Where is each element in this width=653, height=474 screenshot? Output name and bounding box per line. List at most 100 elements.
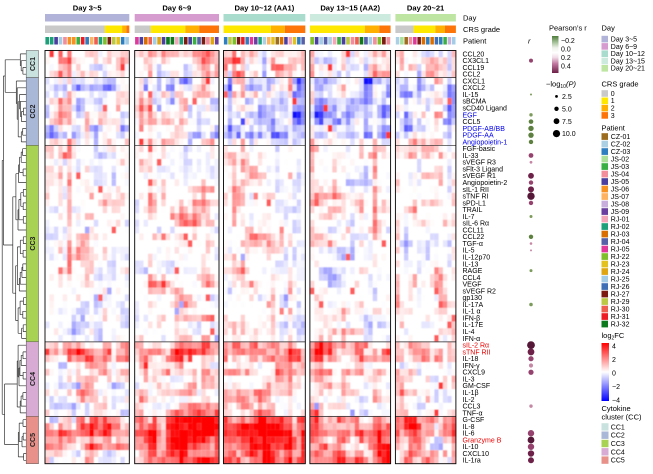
svg-text:−0.2: −0.2 — [561, 38, 575, 45]
svg-text:CCL11: CCL11 — [463, 227, 484, 234]
svg-text:RJ-04: RJ-04 — [611, 239, 630, 246]
svg-text:IL-17E: IL-17E — [463, 322, 484, 329]
svg-text:CC2: CC2 — [611, 433, 625, 440]
svg-text:sVEGF R2: sVEGF R2 — [463, 288, 497, 295]
svg-text:IFN-γ: IFN-γ — [463, 363, 481, 370]
svg-text:10.0: 10.0 — [562, 131, 576, 138]
svg-text:Patient: Patient — [463, 37, 487, 46]
svg-text:IL-1 α: IL-1 α — [463, 309, 481, 316]
svg-text:RJ-25: RJ-25 — [611, 277, 630, 284]
svg-text:sCD40 Ligand: sCD40 Ligand — [463, 105, 507, 112]
svg-text:sVEGF R1: sVEGF R1 — [463, 173, 497, 180]
svg-text:Angiopoietin-2: Angiopoietin-2 — [463, 180, 508, 187]
svg-text:Patient: Patient — [602, 124, 626, 133]
svg-text:JS-03: JS-03 — [611, 164, 629, 171]
svg-text:CC2: CC2 — [30, 104, 37, 118]
svg-text:IFN-β: IFN-β — [463, 315, 481, 322]
svg-text:PDGF-AB/BB: PDGF-AB/BB — [463, 126, 506, 133]
svg-text:CXCL10: CXCL10 — [463, 451, 490, 458]
svg-text:JS-05: JS-05 — [611, 179, 629, 186]
svg-text:CC5: CC5 — [611, 458, 625, 465]
svg-text:G-CSF: G-CSF — [463, 417, 485, 424]
svg-text:TNF-α: TNF-α — [463, 410, 483, 417]
svg-text:CZ-03: CZ-03 — [611, 149, 631, 156]
svg-text:Day 10~12 (AA1): Day 10~12 (AA1) — [235, 4, 295, 13]
svg-text:sIL-2 Rα: sIL-2 Rα — [463, 343, 490, 350]
svg-text:CX3CL1: CX3CL1 — [463, 58, 490, 65]
svg-text:Angiopoietin-1: Angiopoietin-1 — [463, 139, 508, 146]
svg-text:3: 3 — [611, 113, 615, 120]
svg-text:CCL4: CCL4 — [463, 275, 481, 282]
svg-text:RJ-03: RJ-03 — [611, 232, 630, 239]
svg-text:JS-06: JS-06 — [611, 187, 629, 194]
svg-text:IL-2: IL-2 — [463, 397, 475, 404]
svg-text:FGF-basic: FGF-basic — [463, 146, 496, 153]
svg-text:JS-02: JS-02 — [611, 157, 629, 164]
svg-text:CC3: CC3 — [611, 441, 625, 448]
svg-text:Day: Day — [602, 24, 616, 33]
svg-text:0: 0 — [612, 371, 616, 378]
svg-text:IL-13: IL-13 — [463, 261, 479, 268]
svg-text:IL-8: IL-8 — [463, 424, 475, 431]
svg-text:VEGF: VEGF — [463, 282, 482, 289]
svg-text:GM-CSF: GM-CSF — [463, 383, 491, 390]
svg-text:EGF: EGF — [463, 112, 477, 119]
svg-text:IL-4: IL-4 — [463, 329, 475, 336]
svg-text:Day 13~15: Day 13~15 — [611, 58, 645, 65]
svg-text:1: 1 — [611, 98, 615, 105]
svg-text:TGF-α: TGF-α — [463, 241, 483, 248]
svg-text:log2FC: log2FC — [602, 331, 625, 342]
svg-text:sPD-L1: sPD-L1 — [463, 200, 486, 207]
svg-text:IL-33: IL-33 — [463, 153, 479, 160]
svg-text:−log10(P): −log10(P) — [546, 80, 576, 91]
svg-text:sVEGF R3: sVEGF R3 — [463, 160, 497, 167]
svg-text:Day 10~12: Day 10~12 — [611, 51, 645, 58]
svg-text:RAGE: RAGE — [463, 268, 483, 275]
svg-text:IL-1β: IL-1β — [463, 390, 479, 397]
svg-text:PDGF-AA: PDGF-AA — [463, 133, 494, 140]
svg-text:JS-09: JS-09 — [611, 209, 629, 216]
svg-text:RJ-31: RJ-31 — [611, 314, 630, 321]
svg-text:4: 4 — [612, 343, 616, 350]
svg-text:CC1: CC1 — [611, 424, 625, 431]
svg-text:RJ-29: RJ-29 — [611, 299, 630, 306]
svg-text:IL-10: IL-10 — [463, 444, 479, 451]
svg-text:Day: Day — [463, 14, 477, 23]
svg-text:CXCL2: CXCL2 — [463, 85, 486, 92]
svg-text:sFlt-3 Ligand: sFlt-3 Ligand — [463, 166, 504, 173]
svg-text:RJ-01: RJ-01 — [611, 217, 630, 224]
svg-text:Day 6~9: Day 6~9 — [611, 44, 637, 51]
svg-text:IL-12p70: IL-12p70 — [463, 255, 491, 262]
svg-text:sTNF RII: sTNF RII — [463, 349, 491, 356]
svg-text:IL-17A: IL-17A — [463, 302, 484, 309]
svg-text:2: 2 — [612, 357, 616, 364]
svg-text:2: 2 — [611, 106, 615, 113]
svg-text:−2: −2 — [612, 384, 620, 391]
svg-text:IL-7: IL-7 — [463, 214, 475, 221]
svg-text:7.5: 7.5 — [562, 119, 572, 126]
svg-text:CZ-02: CZ-02 — [611, 142, 631, 149]
svg-text:−4: −4 — [612, 398, 620, 405]
svg-text:RJ-26: RJ-26 — [611, 284, 630, 291]
svg-text:sBCMA: sBCMA — [463, 99, 487, 106]
svg-text:RJ-24: RJ-24 — [611, 269, 630, 276]
svg-text:RJ-32: RJ-32 — [611, 322, 630, 329]
svg-text:IL-5: IL-5 — [463, 248, 475, 255]
svg-text:CC4: CC4 — [611, 449, 625, 456]
svg-text:IL-6: IL-6 — [463, 431, 475, 438]
svg-text:IFN-α: IFN-α — [463, 336, 481, 343]
svg-text:RJ-05: RJ-05 — [611, 247, 630, 254]
svg-text:0.4: 0.4 — [561, 64, 571, 71]
svg-text:Granzyme B: Granzyme B — [463, 437, 502, 444]
svg-text:IL-1ra: IL-1ra — [463, 458, 481, 465]
svg-text:RJ-23: RJ-23 — [611, 262, 630, 269]
svg-text:gp130: gp130 — [463, 295, 483, 302]
svg-text:sIL-6 Rα: sIL-6 Rα — [463, 221, 490, 228]
svg-text:RJ-22: RJ-22 — [611, 254, 630, 261]
svg-text:Day 3~5: Day 3~5 — [73, 4, 103, 13]
svg-text:Day 20~21: Day 20~21 — [611, 66, 645, 73]
svg-text:r: r — [528, 37, 531, 46]
svg-text:CCL22: CCL22 — [463, 234, 485, 241]
svg-text:CCL20: CCL20 — [463, 51, 485, 58]
svg-text:CCL19: CCL19 — [463, 65, 485, 72]
